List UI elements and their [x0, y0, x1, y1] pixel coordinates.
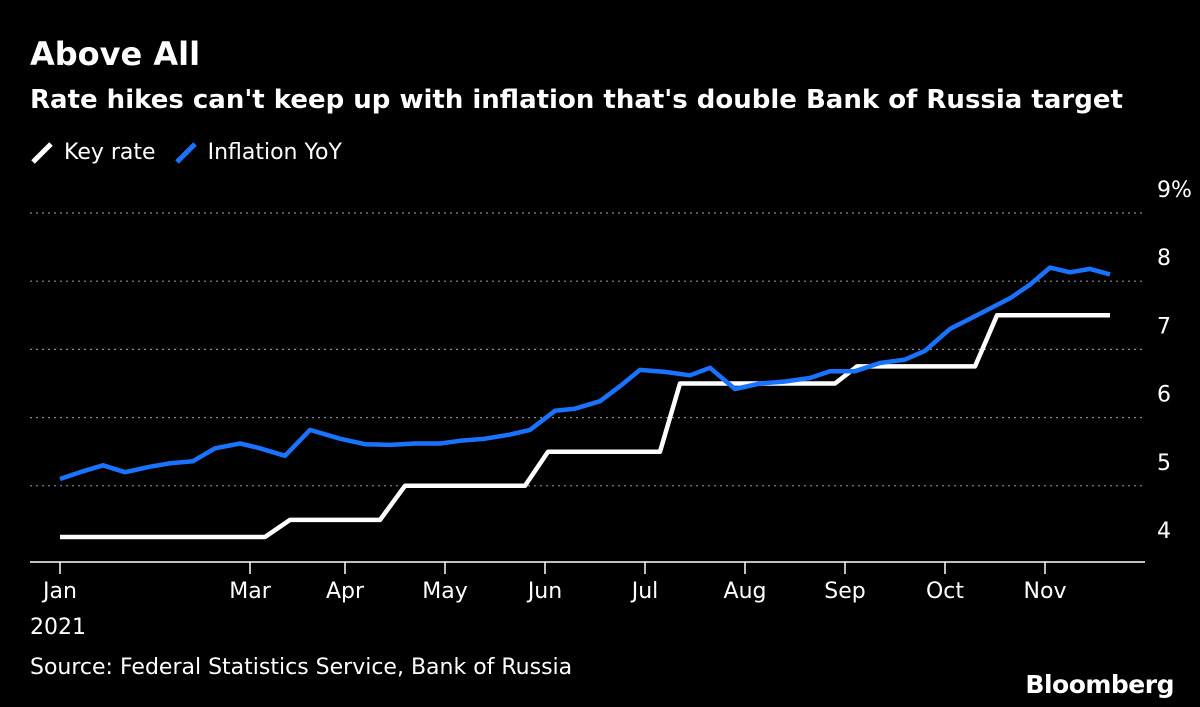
y-tick-label: 8: [1157, 246, 1171, 271]
chart-title: Above All: [30, 35, 201, 73]
x-tick-label: Jul: [630, 579, 659, 604]
key-rate-swatch-icon: [31, 141, 53, 164]
source-note: Source: Federal Statistics Service, Bank…: [30, 655, 573, 680]
y-tick-label: 6: [1157, 383, 1171, 408]
legend-label-key-rate: Key rate: [64, 140, 156, 165]
inflation-line: [59, 265, 1111, 482]
chart-subtitle: Rate hikes can't keep up with inflation …: [30, 85, 1123, 115]
x-tick-label: Oct: [926, 579, 964, 604]
x-tick-label: Jan: [41, 579, 77, 604]
x-tick-label: May: [422, 579, 467, 604]
x-tick-label: Apr: [326, 579, 365, 604]
x-tick-label: Mar: [229, 579, 271, 604]
key-rate-line: [60, 313, 1110, 540]
x-tick-label: Sep: [824, 579, 865, 604]
legend-item-inflation: Inflation YoY: [174, 140, 342, 165]
y-tick-label: 5: [1157, 451, 1171, 476]
bloomberg-logo: Bloomberg: [1025, 670, 1174, 699]
x-tick-label: Nov: [1024, 579, 1067, 604]
y-tick-label: 7: [1157, 314, 1171, 339]
y-tick-label: 9%: [1157, 178, 1192, 203]
x-year-label: 2021: [30, 615, 86, 640]
inflation-swatch-icon: [174, 141, 197, 164]
y-tick-label: 4: [1157, 519, 1171, 544]
x-tick-label: Aug: [724, 579, 767, 604]
x-tick-label: Jun: [526, 579, 562, 604]
legend: Key rate Inflation YoY: [30, 140, 360, 165]
legend-label-inflation: Inflation YoY: [207, 140, 342, 165]
legend-item-key-rate: Key rate: [30, 140, 156, 165]
